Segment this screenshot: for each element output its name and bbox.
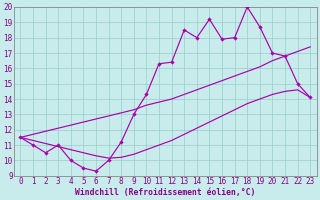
X-axis label: Windchill (Refroidissement éolien,°C): Windchill (Refroidissement éolien,°C) (75, 188, 255, 197)
